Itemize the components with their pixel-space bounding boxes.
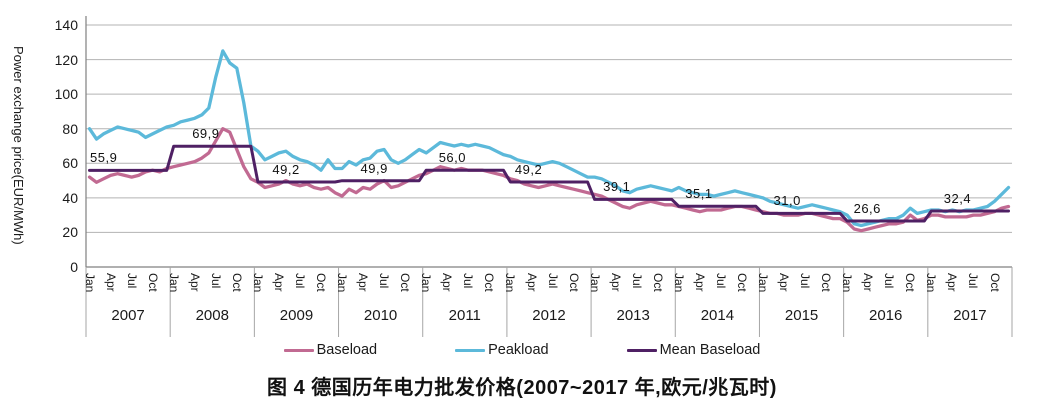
year-label: 2014 bbox=[700, 307, 735, 324]
month-label: Oct bbox=[398, 273, 413, 292]
year-label: 2013 bbox=[616, 307, 650, 324]
figure-caption: 图 4 德国历年电力批发价格(2007~2017 年,欧元/兆瓦时) bbox=[267, 377, 777, 399]
month-label: Oct bbox=[819, 273, 834, 292]
mean-annotation: 69,9 bbox=[192, 126, 220, 142]
legend-item-mean-baseload: Mean Baseload bbox=[626, 342, 761, 358]
legend-label: Mean Baseload bbox=[659, 342, 761, 358]
mean-annotation: 39,1 bbox=[603, 179, 631, 195]
year-label: 2011 bbox=[448, 307, 481, 324]
mean-annotation: 35,1 bbox=[685, 186, 713, 202]
month-label: Jul bbox=[293, 273, 307, 289]
month-label: Jan bbox=[82, 273, 97, 293]
month-label: Apr bbox=[692, 273, 707, 292]
year-label: 2016 bbox=[869, 307, 903, 324]
month-label: Apr bbox=[271, 273, 286, 292]
y-tick-label: 80 bbox=[62, 120, 78, 137]
legend-label: Peakload bbox=[488, 342, 549, 358]
month-label: Jan bbox=[419, 273, 434, 293]
month-label: Jul bbox=[461, 273, 476, 289]
y-tick-label: 120 bbox=[54, 51, 78, 68]
month-label: Oct bbox=[229, 273, 244, 292]
month-label: Jan bbox=[250, 273, 265, 293]
y-axis-title: Power exchange price(EUR/MWh) bbox=[11, 46, 26, 245]
month-label: Jul bbox=[966, 273, 981, 289]
month-label: Apr bbox=[356, 273, 371, 292]
month-label: Apr bbox=[861, 273, 876, 292]
y-tick-label: 100 bbox=[54, 86, 78, 103]
year-label: 2009 bbox=[279, 307, 314, 324]
legend-item-peakload: Peakload bbox=[455, 342, 549, 358]
month-label: Jan bbox=[503, 273, 518, 293]
y-tick-label: 60 bbox=[62, 155, 78, 172]
mean-annotation: 26,6 bbox=[853, 201, 881, 216]
month-label: Jan bbox=[924, 273, 939, 293]
month-label: Oct bbox=[987, 273, 1002, 292]
mean-annotation: 49,2 bbox=[272, 162, 300, 177]
y-tick-label: 140 bbox=[54, 17, 78, 33]
month-label: Jan bbox=[671, 273, 686, 293]
month-label: Oct bbox=[734, 273, 749, 292]
month-label: Apr bbox=[440, 273, 455, 292]
baseload-line bbox=[87, 127, 1011, 233]
legend-item-baseload: Baseload bbox=[283, 342, 378, 358]
y-tick-label: 0 bbox=[70, 259, 78, 275]
month-label: Jul bbox=[882, 273, 897, 289]
month-label: Jan bbox=[335, 273, 350, 293]
y-tick-label: 40 bbox=[62, 189, 78, 206]
year-label: 2007 bbox=[111, 307, 145, 324]
mean-baseload-line bbox=[88, 144, 1010, 223]
month-label: Apr bbox=[608, 273, 623, 292]
month-label: Apr bbox=[103, 273, 118, 292]
month-label: Oct bbox=[566, 273, 581, 292]
month-label: Oct bbox=[903, 273, 918, 292]
month-label: Jul bbox=[377, 273, 392, 289]
mean-annotation: 55,9 bbox=[90, 150, 118, 166]
year-label: 2008 bbox=[195, 307, 229, 324]
month-label: Oct bbox=[650, 273, 665, 292]
mean-annotation: 56,0 bbox=[438, 150, 466, 166]
legend-swatch-mean-baseload bbox=[626, 348, 657, 352]
month-label: Jul bbox=[124, 273, 139, 289]
month-label: Apr bbox=[187, 273, 202, 292]
year-label: 2015 bbox=[784, 307, 819, 324]
month-label: Jan bbox=[756, 273, 770, 293]
year-label: 2010 bbox=[363, 307, 398, 324]
month-label: Apr bbox=[524, 273, 539, 292]
month-label: Jul bbox=[545, 273, 560, 289]
month-label: Jul bbox=[208, 273, 223, 289]
mean-annotation: 31,0 bbox=[773, 193, 801, 209]
month-label: Jan bbox=[587, 273, 602, 293]
legend: Baseload Peakload Mean Baseload bbox=[0, 342, 1044, 358]
legend-swatch-baseload bbox=[283, 348, 314, 352]
mean-annotation: 49,2 bbox=[514, 162, 543, 177]
month-label: Jul bbox=[713, 273, 728, 289]
month-label: Apr bbox=[945, 273, 960, 292]
month-label: Jan bbox=[840, 273, 855, 293]
month-label: Apr bbox=[777, 273, 791, 292]
month-label: Oct bbox=[314, 273, 328, 292]
month-label: Oct bbox=[145, 273, 160, 292]
mean-annotation: 49,9 bbox=[360, 160, 388, 176]
y-tick-label: 20 bbox=[62, 224, 78, 241]
month-label: Jul bbox=[798, 273, 813, 289]
month-label: Oct bbox=[482, 273, 497, 292]
peakload-line bbox=[87, 49, 1011, 228]
chart-plot bbox=[85, 16, 1013, 337]
mean-annotation: 32,4 bbox=[943, 191, 972, 206]
year-label: 2017 bbox=[953, 307, 987, 324]
legend-swatch-peakload bbox=[455, 348, 486, 352]
month-label: Jul bbox=[629, 273, 644, 289]
legend-label: Baseload bbox=[316, 342, 378, 358]
month-label: Jan bbox=[166, 273, 181, 293]
year-label: 2012 bbox=[532, 307, 566, 324]
